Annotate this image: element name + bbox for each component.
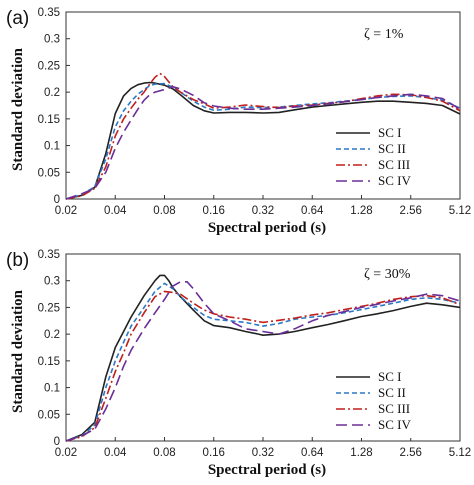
x-tick-label: 0.02 [55,447,77,459]
y-axis-label: Standard deviation [10,47,26,171]
series-line-sc-i [65,274,461,442]
y-tick-label: 0 [54,194,60,206]
y-tick-label: 0.15 [38,114,60,126]
panel-label: (b) [6,250,29,271]
x-tick-label: 0.32 [252,447,274,459]
x-tick-label: 5.12 [449,447,471,459]
legend-entry: SC II [378,385,406,400]
legend-entry: SC II [378,141,406,156]
y-tick-label: 0.2 [44,329,60,341]
x-axis-label: Spectral period (s) [208,220,326,236]
legend-entry: SC III [378,157,410,172]
legend-entry: SC III [378,401,410,416]
x-axis-label: Spectral period (s) [208,462,326,478]
legend-box [330,126,448,194]
y-tick-label: 0.05 [38,409,60,421]
damping-annotation: ζ = 30% [364,267,411,282]
series-line-sc-ii [65,82,461,200]
panel-a: 0 0.05 0.1 0.15 0.2 0.25 0.3 0.35 0.02 0.04 0.08 0.… [6,7,471,236]
x-tick-label: 0.16 [203,205,225,217]
y-tick-label: 0.35 [38,7,60,19]
legend-entry: SC IV [378,417,411,432]
series-line-sc-i [65,81,461,200]
y-tick-label: 0.25 [38,302,60,314]
x-tick-label: 0.04 [104,447,127,459]
legend-box [330,370,448,438]
legend-entry: SC IV [378,173,411,188]
x-tick-label: 0.16 [203,447,225,459]
panel-b: 0 0.05 0.1 0.15 0.2 0.25 0.3 0.35 0.02 0.04 0.08 0.… [6,249,471,478]
y-tick-label: 0 [54,436,60,448]
panel-label: (a) [6,8,29,29]
series-line-sc-iv [65,281,461,442]
x-tick-label: 0.64 [301,205,324,217]
series-line-sc-iii [65,290,461,442]
x-tick-label: 0.08 [153,447,175,459]
y-tick-label: 0.15 [38,356,60,368]
x-tick-label: 2.56 [400,205,422,217]
series-line-sc-iii [65,72,461,200]
legend-entry: SC I [378,369,401,384]
x-tick-label: 0.02 [55,205,77,217]
x-tick-label: 2.56 [400,447,422,459]
x-tick-label: 0.08 [153,205,175,217]
x-tick-label: 1.28 [350,447,372,459]
series-line-sc-iv [65,86,461,200]
y-tick-label: 0.1 [44,141,60,153]
x-tick-label: 1.28 [350,205,372,217]
y-tick-label: 0.35 [38,249,60,261]
y-tick-label: 0.3 [44,34,60,46]
x-tick-label: 5.12 [449,205,471,217]
y-axis-label: Standard deviation [10,289,26,413]
x-tick-label: 0.64 [301,447,324,459]
x-tick-label: 0.32 [252,205,274,217]
legend-entry: SC I [378,125,401,140]
y-tick-label: 0.1 [44,383,60,395]
x-tick-label: 0.04 [104,205,127,217]
damping-annotation: ζ = 1% [364,27,404,42]
y-tick-label: 0.05 [38,167,60,179]
y-tick-label: 0.2 [44,87,60,99]
y-tick-label: 0.25 [38,60,60,72]
y-tick-label: 0.3 [44,276,60,288]
